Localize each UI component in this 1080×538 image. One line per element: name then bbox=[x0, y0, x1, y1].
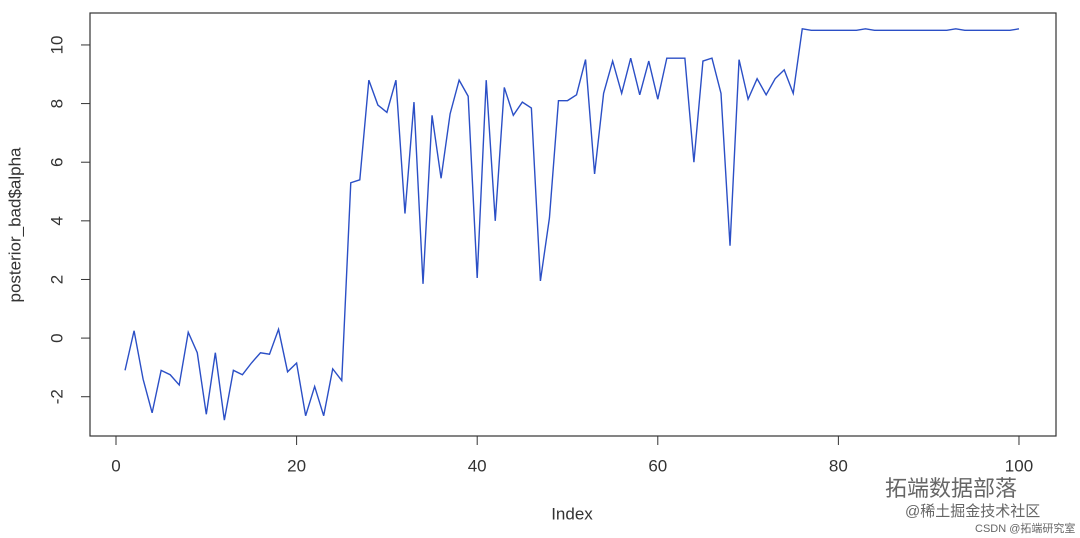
watermark: @稀土掘金技术社区 bbox=[905, 503, 1040, 520]
x-tick-label: 0 bbox=[111, 456, 120, 475]
plot-box bbox=[89, 12, 1057, 437]
x-tick-label: 100 bbox=[1005, 456, 1033, 475]
watermark: 拓端数据部落 bbox=[885, 476, 1017, 501]
x-tick-label: 20 bbox=[287, 456, 306, 475]
y-tick-label: 4 bbox=[47, 216, 66, 225]
x-tick-label: 40 bbox=[468, 456, 487, 475]
y-tick-label: 0 bbox=[47, 333, 66, 342]
y-tick-label: 6 bbox=[47, 157, 66, 166]
data-line bbox=[124, 28, 1020, 421]
watermark: CSDN @拓端研究室 bbox=[975, 521, 1075, 535]
x-tick-label: 60 bbox=[648, 456, 667, 475]
y-tick-label: 2 bbox=[47, 275, 66, 284]
y-tick-label: -2 bbox=[47, 389, 66, 404]
x-tick-label: 80 bbox=[829, 456, 848, 475]
x-axis-label: Index bbox=[551, 504, 593, 523]
y-axis-label: posterior_bad$alpha bbox=[5, 147, 24, 303]
y-tick-label: 8 bbox=[47, 99, 66, 108]
y-tick-label: 10 bbox=[47, 35, 66, 54]
